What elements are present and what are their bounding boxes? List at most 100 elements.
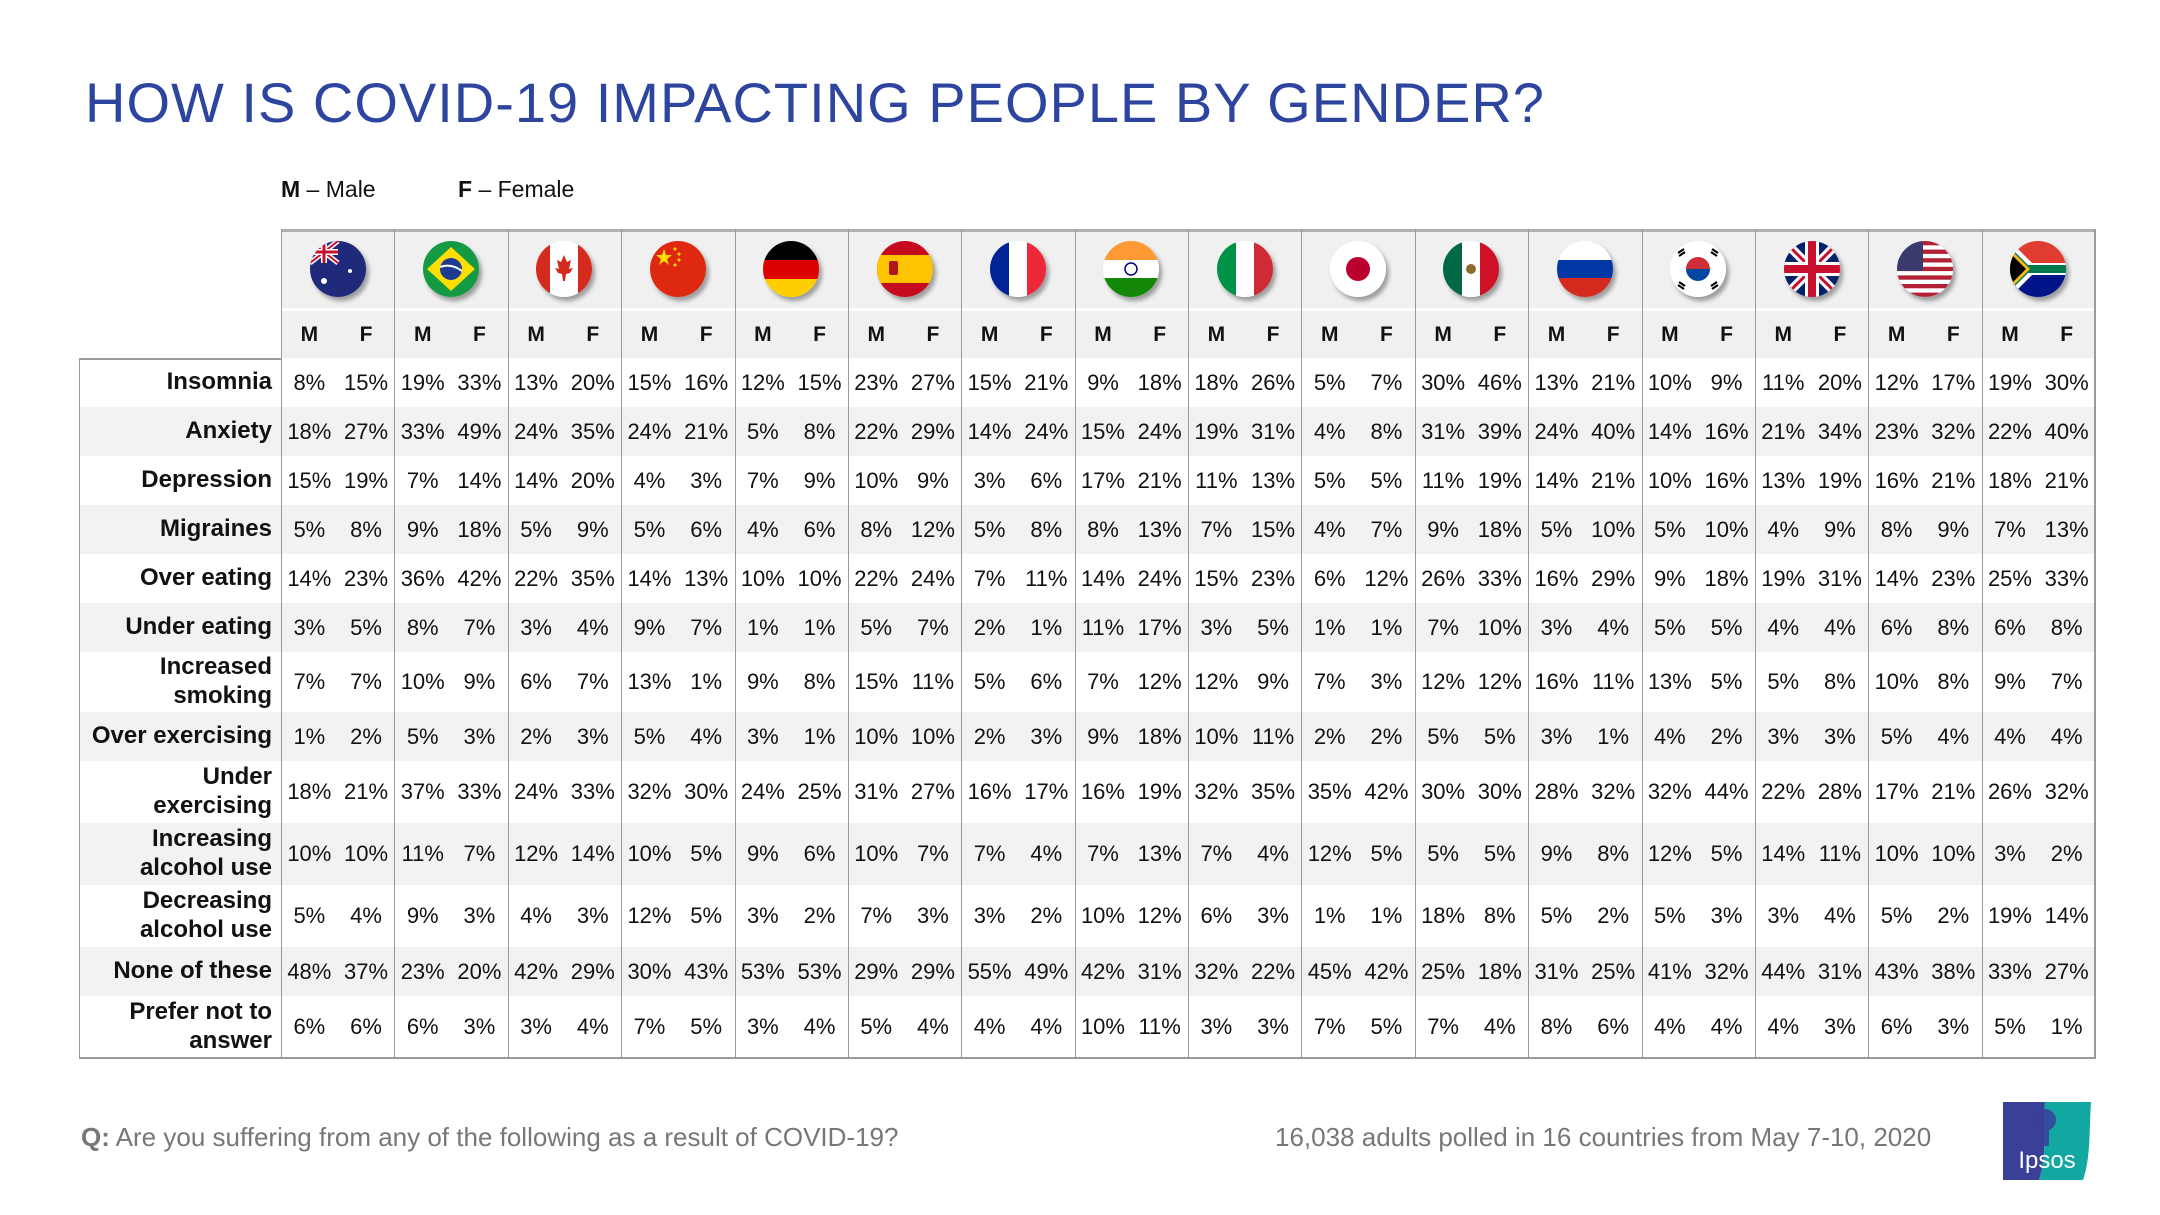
male-value-cell: 7% (973, 841, 1006, 866)
female-value-cell: 5% (690, 841, 723, 866)
male-value-cell: 26% (1987, 779, 2032, 804)
male-value-cell: 24% (514, 779, 559, 804)
row-label: Anxiety (185, 417, 272, 444)
brazil-flag-icon (423, 240, 480, 297)
male-value-cell: 28% (1534, 779, 1579, 804)
male-value-cell: 10% (1647, 467, 1692, 493)
male-value-cell: 10% (854, 841, 899, 866)
male-value-cell: 10% (1080, 903, 1125, 928)
female-value-cell: 30% (1477, 779, 1522, 804)
male-value-cell: 23% (854, 369, 899, 395)
female-value-cell: 3% (917, 903, 949, 928)
country-header (735, 229, 848, 308)
male-value-cell: 13% (1647, 669, 1692, 694)
male-value-cell: 5% (1880, 903, 1913, 928)
male-column-header: M (1887, 323, 1906, 346)
female-value-cell: 12% (1477, 669, 1522, 694)
male-value-cell: 12% (514, 841, 559, 866)
female-value-cell: 3% (1824, 1014, 1856, 1039)
female-value-cell: 4% (1824, 614, 1856, 640)
female-value-cell: 5% (1370, 467, 1403, 493)
table-row: Decreasing alcohol use 5% 4% 9% 3% 4% 3% 12% 5% 3… (79, 885, 2095, 947)
row-label: Under exercising (153, 763, 272, 819)
female-value-cell: 1% (803, 723, 836, 749)
female-value-cell: 35% (1251, 779, 1296, 804)
female-value-cell: 23% (1251, 565, 1296, 591)
male-value-cell: 3% (1540, 723, 1573, 749)
female-value-cell: 32% (1704, 958, 1749, 984)
male-value-cell: 5% (860, 1014, 893, 1039)
male-column-header: M (300, 323, 319, 346)
male-value-cell: 11% (1421, 467, 1465, 493)
male-value-cell: 10% (1647, 369, 1692, 395)
table-row: Depression 15% 19% 7% 14% 14% 20% 4% 3% 7% 9% 10% 9%… (79, 456, 2095, 505)
female-value-cell: 3% (1937, 1014, 1970, 1039)
male-value-cell: 24% (740, 779, 785, 804)
female-value-cell: 27% (344, 418, 389, 444)
column-divider (1414, 229, 1416, 1058)
table-bottom-border (79, 1057, 2095, 1059)
china-flag-icon (649, 240, 706, 297)
male-value-cell: 12% (1194, 669, 1239, 694)
female-value-cell: 7% (1370, 369, 1403, 395)
female-value-cell: 11% (1138, 1014, 1181, 1039)
male-value-cell: 19% (400, 369, 445, 395)
female-value-cell: 24% (1137, 418, 1182, 444)
male-value-cell: 7% (1200, 516, 1233, 542)
ipsos-logo-icon: Ipsos (2003, 1102, 2091, 1180)
female-value-cell: 44% (1704, 779, 1749, 804)
female-column-header: F (1493, 323, 1507, 346)
female-value-cell: 27% (910, 779, 955, 804)
female-value-cell: 9% (1937, 516, 1970, 542)
male-value-cell: 12% (627, 903, 672, 928)
female-value-cell: 25% (1591, 958, 1636, 984)
male-value-cell: 4% (633, 467, 666, 493)
female-column-header: F (359, 323, 373, 346)
male-value-cell: 5% (633, 516, 666, 542)
page-title: HOW IS COVID-19 IMPACTING PEOPLE BY GEND… (85, 71, 1545, 134)
female-value-cell: 4% (690, 723, 723, 749)
france-flag-icon (989, 240, 1046, 297)
male-value-cell: 5% (1767, 669, 1800, 694)
female-value-cell: 3% (576, 903, 609, 928)
male-value-cell: 3% (520, 1014, 552, 1039)
male-value-cell: 14% (1874, 565, 1919, 591)
male-value-cell: 18% (1987, 467, 2032, 493)
female-value-cell: 3% (1257, 903, 1289, 928)
female-value-cell: 10% (1591, 516, 1636, 542)
male-value-cell: 3% (746, 723, 779, 749)
male-value-cell: 30% (627, 958, 672, 984)
female-value-cell: 4% (350, 903, 382, 928)
female-value-cell: 8% (1370, 418, 1403, 444)
canada-flag-icon (536, 240, 593, 297)
female-value-cell: 9% (1257, 669, 1289, 694)
male-value-cell: 3% (1540, 614, 1573, 640)
male-value-cell: 10% (400, 669, 445, 694)
legend-male-key: M (281, 176, 301, 202)
row-label: Depression (141, 466, 272, 493)
female-value-cell: 12% (1137, 903, 1182, 928)
female-value-cell: 7% (463, 841, 496, 866)
female-value-cell: 29% (570, 958, 615, 984)
female-value-cell: 4% (1030, 1014, 1063, 1039)
male-value-cell: 17% (1080, 467, 1125, 493)
female-value-cell: 12% (910, 516, 955, 542)
row-label-column-border (79, 358, 281, 1058)
female-value-cell: 17% (1024, 779, 1069, 804)
female-value-cell: 33% (457, 779, 502, 804)
male-value-cell: 9% (746, 841, 779, 866)
female-value-cell: 35% (570, 418, 615, 444)
country-header (281, 229, 394, 308)
legend-male: M – Male (281, 176, 376, 203)
female-value-cell: 6% (1030, 467, 1063, 493)
female-value-cell: 7% (1370, 516, 1403, 542)
male-value-cell: 6% (1994, 614, 2026, 640)
ipsos-logo: Ipsos (2003, 1102, 2091, 1180)
female-value-cell: 21% (684, 418, 729, 444)
female-column-header: F (1720, 323, 1733, 346)
female-value-cell: 21% (2044, 467, 2089, 493)
united-states-flag-icon (1896, 240, 1953, 297)
female-value-cell: 23% (344, 565, 389, 591)
table-row: Under eating 3% 5% 8% 7% 3% 4% 9% 7% 1% 1% 5% 7% 2% 1%… (79, 603, 2095, 652)
female-value-cell: 5% (690, 1014, 723, 1039)
